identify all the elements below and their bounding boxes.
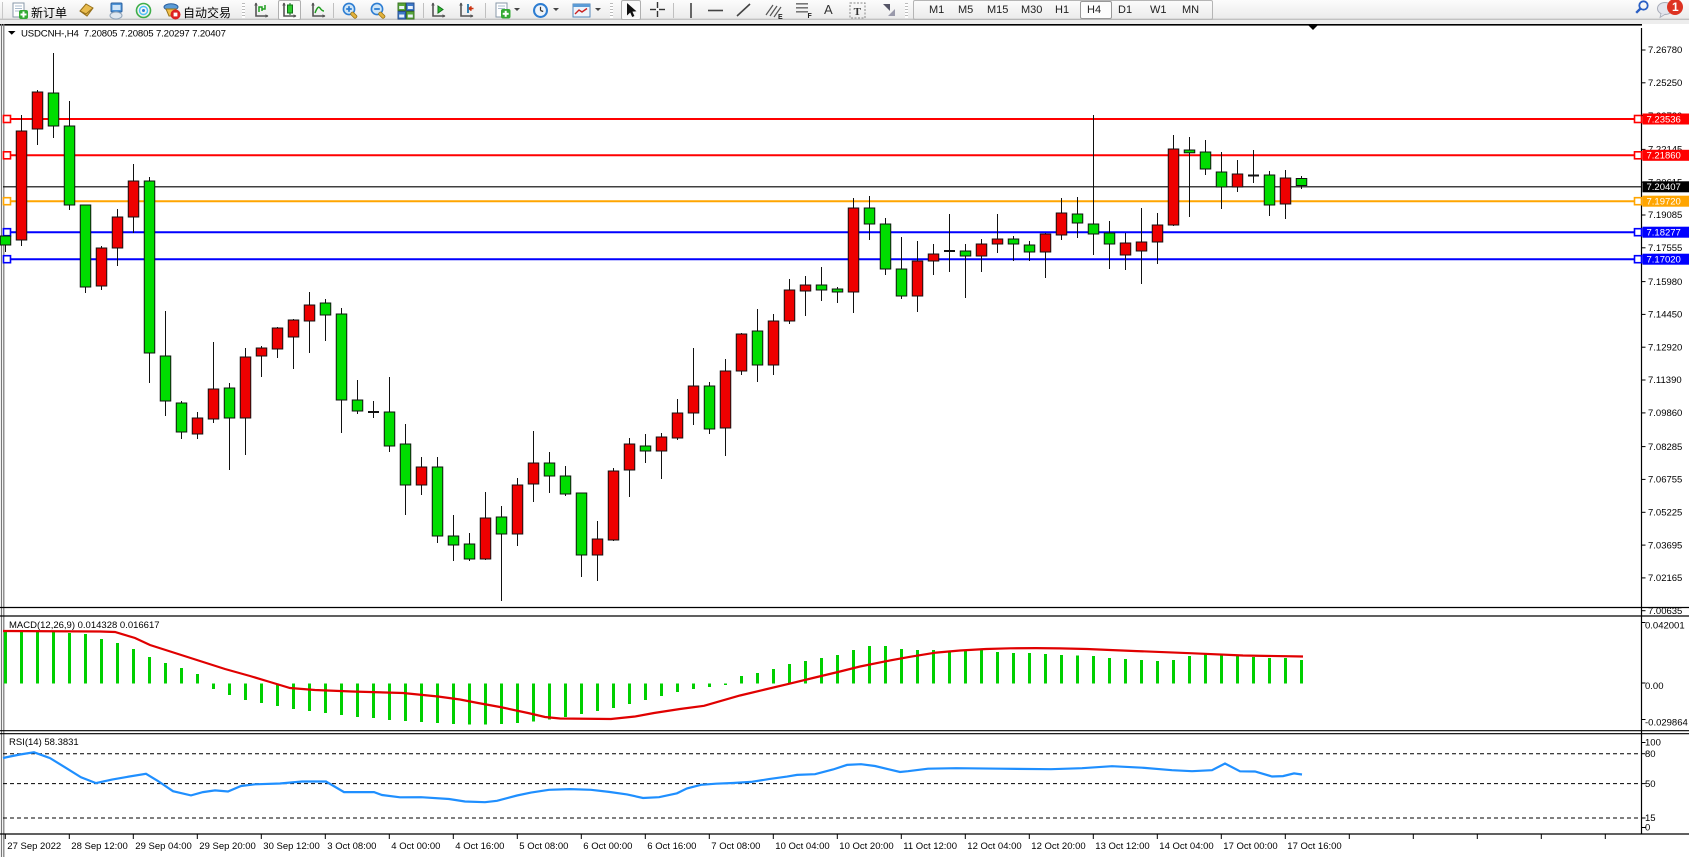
svg-text:0.00: 0.00 [1645,681,1664,692]
svg-text:0: 0 [1645,823,1650,834]
svg-text:28 Sep 12:00: 28 Sep 12:00 [71,841,128,852]
svg-text:USDCNH-,H4 7.20805 7.20805 7.: USDCNH-,H4 7.20805 7.20805 7.20297 7.204… [21,29,226,40]
svg-text:80: 80 [1645,749,1656,760]
svg-text:-0.029864: -0.029864 [1645,718,1688,729]
svg-text:7.15980: 7.15980 [1648,277,1682,288]
svg-text:50: 50 [1645,779,1656,790]
svg-text:4 Oct 00:00: 4 Oct 00:00 [391,841,440,852]
svg-text:0.042001: 0.042001 [1645,621,1685,632]
svg-text:14 Oct 04:00: 14 Oct 04:00 [1159,841,1213,852]
svg-text:10 Oct 20:00: 10 Oct 20:00 [839,841,893,852]
svg-text:7.23536: 7.23536 [1647,114,1681,125]
svg-text:E: E [778,14,783,20]
svg-text:12 Oct 04:00: 12 Oct 04:00 [967,841,1021,852]
svg-text:6 Oct 00:00: 6 Oct 00:00 [583,841,632,852]
svg-text:7.03695: 7.03695 [1648,540,1682,551]
svg-text:7.19085: 7.19085 [1648,210,1682,221]
svg-text:7.19720: 7.19720 [1647,197,1681,208]
svg-text:10 Oct 04:00: 10 Oct 04:00 [775,841,829,852]
svg-text:7.11390: 7.11390 [1648,375,1682,386]
svg-text:15: 15 [1645,813,1656,824]
svg-text:7.00635: 7.00635 [1648,606,1682,617]
svg-text:RSI(14) 58.3831: RSI(14) 58.3831 [9,737,79,748]
svg-text:7.12920: 7.12920 [1648,342,1682,353]
svg-text:T: T [854,6,862,18]
svg-text:29 Sep 20:00: 29 Sep 20:00 [199,841,256,852]
svg-text:29 Sep 04:00: 29 Sep 04:00 [135,841,192,852]
svg-text:5 Oct 08:00: 5 Oct 08:00 [519,841,568,852]
svg-text:17 Oct 00:00: 17 Oct 00:00 [1223,841,1277,852]
svg-text:7.02165: 7.02165 [1648,573,1682,584]
svg-text:17 Oct 16:00: 17 Oct 16:00 [1287,841,1341,852]
svg-text:7.18277: 7.18277 [1647,228,1681,239]
svg-text:7 Oct 08:00: 7 Oct 08:00 [711,841,760,852]
svg-text:7.20407: 7.20407 [1647,182,1681,193]
svg-text:7.08285: 7.08285 [1648,442,1682,453]
svg-text:11 Oct 12:00: 11 Oct 12:00 [903,841,957,852]
svg-text:7.17020: 7.17020 [1647,255,1681,266]
svg-text:3 Oct 08:00: 3 Oct 08:00 [327,841,376,852]
svg-text:7.05225: 7.05225 [1648,508,1682,519]
svg-text:7.21860: 7.21860 [1647,151,1681,162]
svg-text:100: 100 [1645,738,1661,749]
svg-text:7.25250: 7.25250 [1648,78,1682,89]
svg-text:13 Oct 12:00: 13 Oct 12:00 [1095,841,1149,852]
svg-text:27 Sep 2022: 27 Sep 2022 [7,841,61,852]
svg-text:7.14450: 7.14450 [1648,310,1682,321]
svg-text:6 Oct 16:00: 6 Oct 16:00 [647,841,696,852]
svg-text:7.06755: 7.06755 [1648,475,1682,486]
svg-text:7.17555: 7.17555 [1648,243,1682,254]
svg-text:12 Oct 20:00: 12 Oct 20:00 [1031,841,1085,852]
svg-text:7.09860: 7.09860 [1648,408,1682,419]
svg-text:F: F [808,13,813,19]
svg-text:4 Oct 16:00: 4 Oct 16:00 [455,841,504,852]
svg-text:7.26780: 7.26780 [1648,45,1682,56]
svg-text:30 Sep 12:00: 30 Sep 12:00 [263,841,320,852]
svg-text:MACD(12,26,9) 0.014328 0.01661: MACD(12,26,9) 0.014328 0.016617 [9,620,160,631]
